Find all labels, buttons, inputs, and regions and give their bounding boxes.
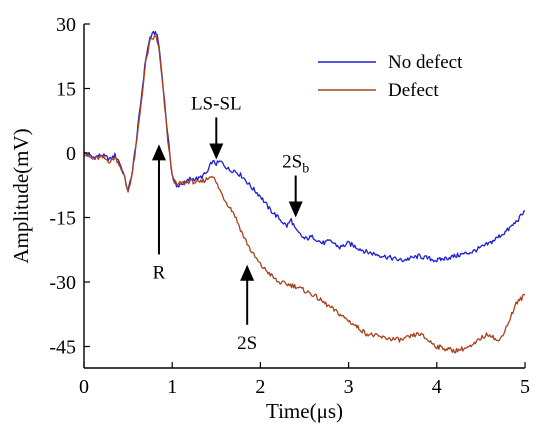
series-line-no-defect (83, 30, 526, 263)
legend-label: No defect (388, 52, 463, 73)
x-tick-label: 1 (167, 376, 177, 398)
x-tick-label: 4 (432, 376, 442, 398)
annotation-arrowhead-2s (240, 264, 255, 281)
legend-label: Defect (388, 80, 439, 101)
y-tick-label: 15 (56, 79, 76, 101)
axes-layer: 0 1 2 3 4 530150-15-30-45Time(μs)Amplitude(mV… (9, 14, 530, 423)
annotation-label-ls-sl: LS-SL (191, 93, 242, 114)
annotation-label-r: R (153, 262, 166, 283)
annotation-subscript: b (302, 162, 309, 177)
y-tick-label: -15 (49, 208, 76, 230)
series-line-defect (83, 34, 526, 354)
y-axis-title: Amplitude(mV) (9, 128, 33, 263)
x-tick-label: 5 (520, 376, 530, 398)
legend: No defect Defect (318, 52, 463, 101)
annotation-label-2s: 2S (237, 333, 257, 354)
series-layer (83, 30, 526, 354)
annotation-label-2sb: 2Sb (282, 152, 309, 177)
x-tick-label: 3 (344, 376, 354, 398)
annotation-arrowhead-2sb (288, 201, 303, 218)
annotation-arrowhead-r (151, 144, 166, 161)
x-axis-title: Time(μs) (266, 399, 343, 423)
y-tick-label: 30 (56, 14, 76, 36)
annotation-arrowhead-ls-sl (209, 143, 224, 160)
x-tick-label: 2 (255, 376, 265, 398)
y-tick-label: -45 (49, 337, 76, 359)
x-tick-label: 0 (79, 376, 89, 398)
annotation-layer: R LS-SL 2Sb 2S (151, 93, 309, 354)
y-tick-label: -30 (49, 272, 76, 294)
y-tick-label: 0 (66, 143, 76, 165)
